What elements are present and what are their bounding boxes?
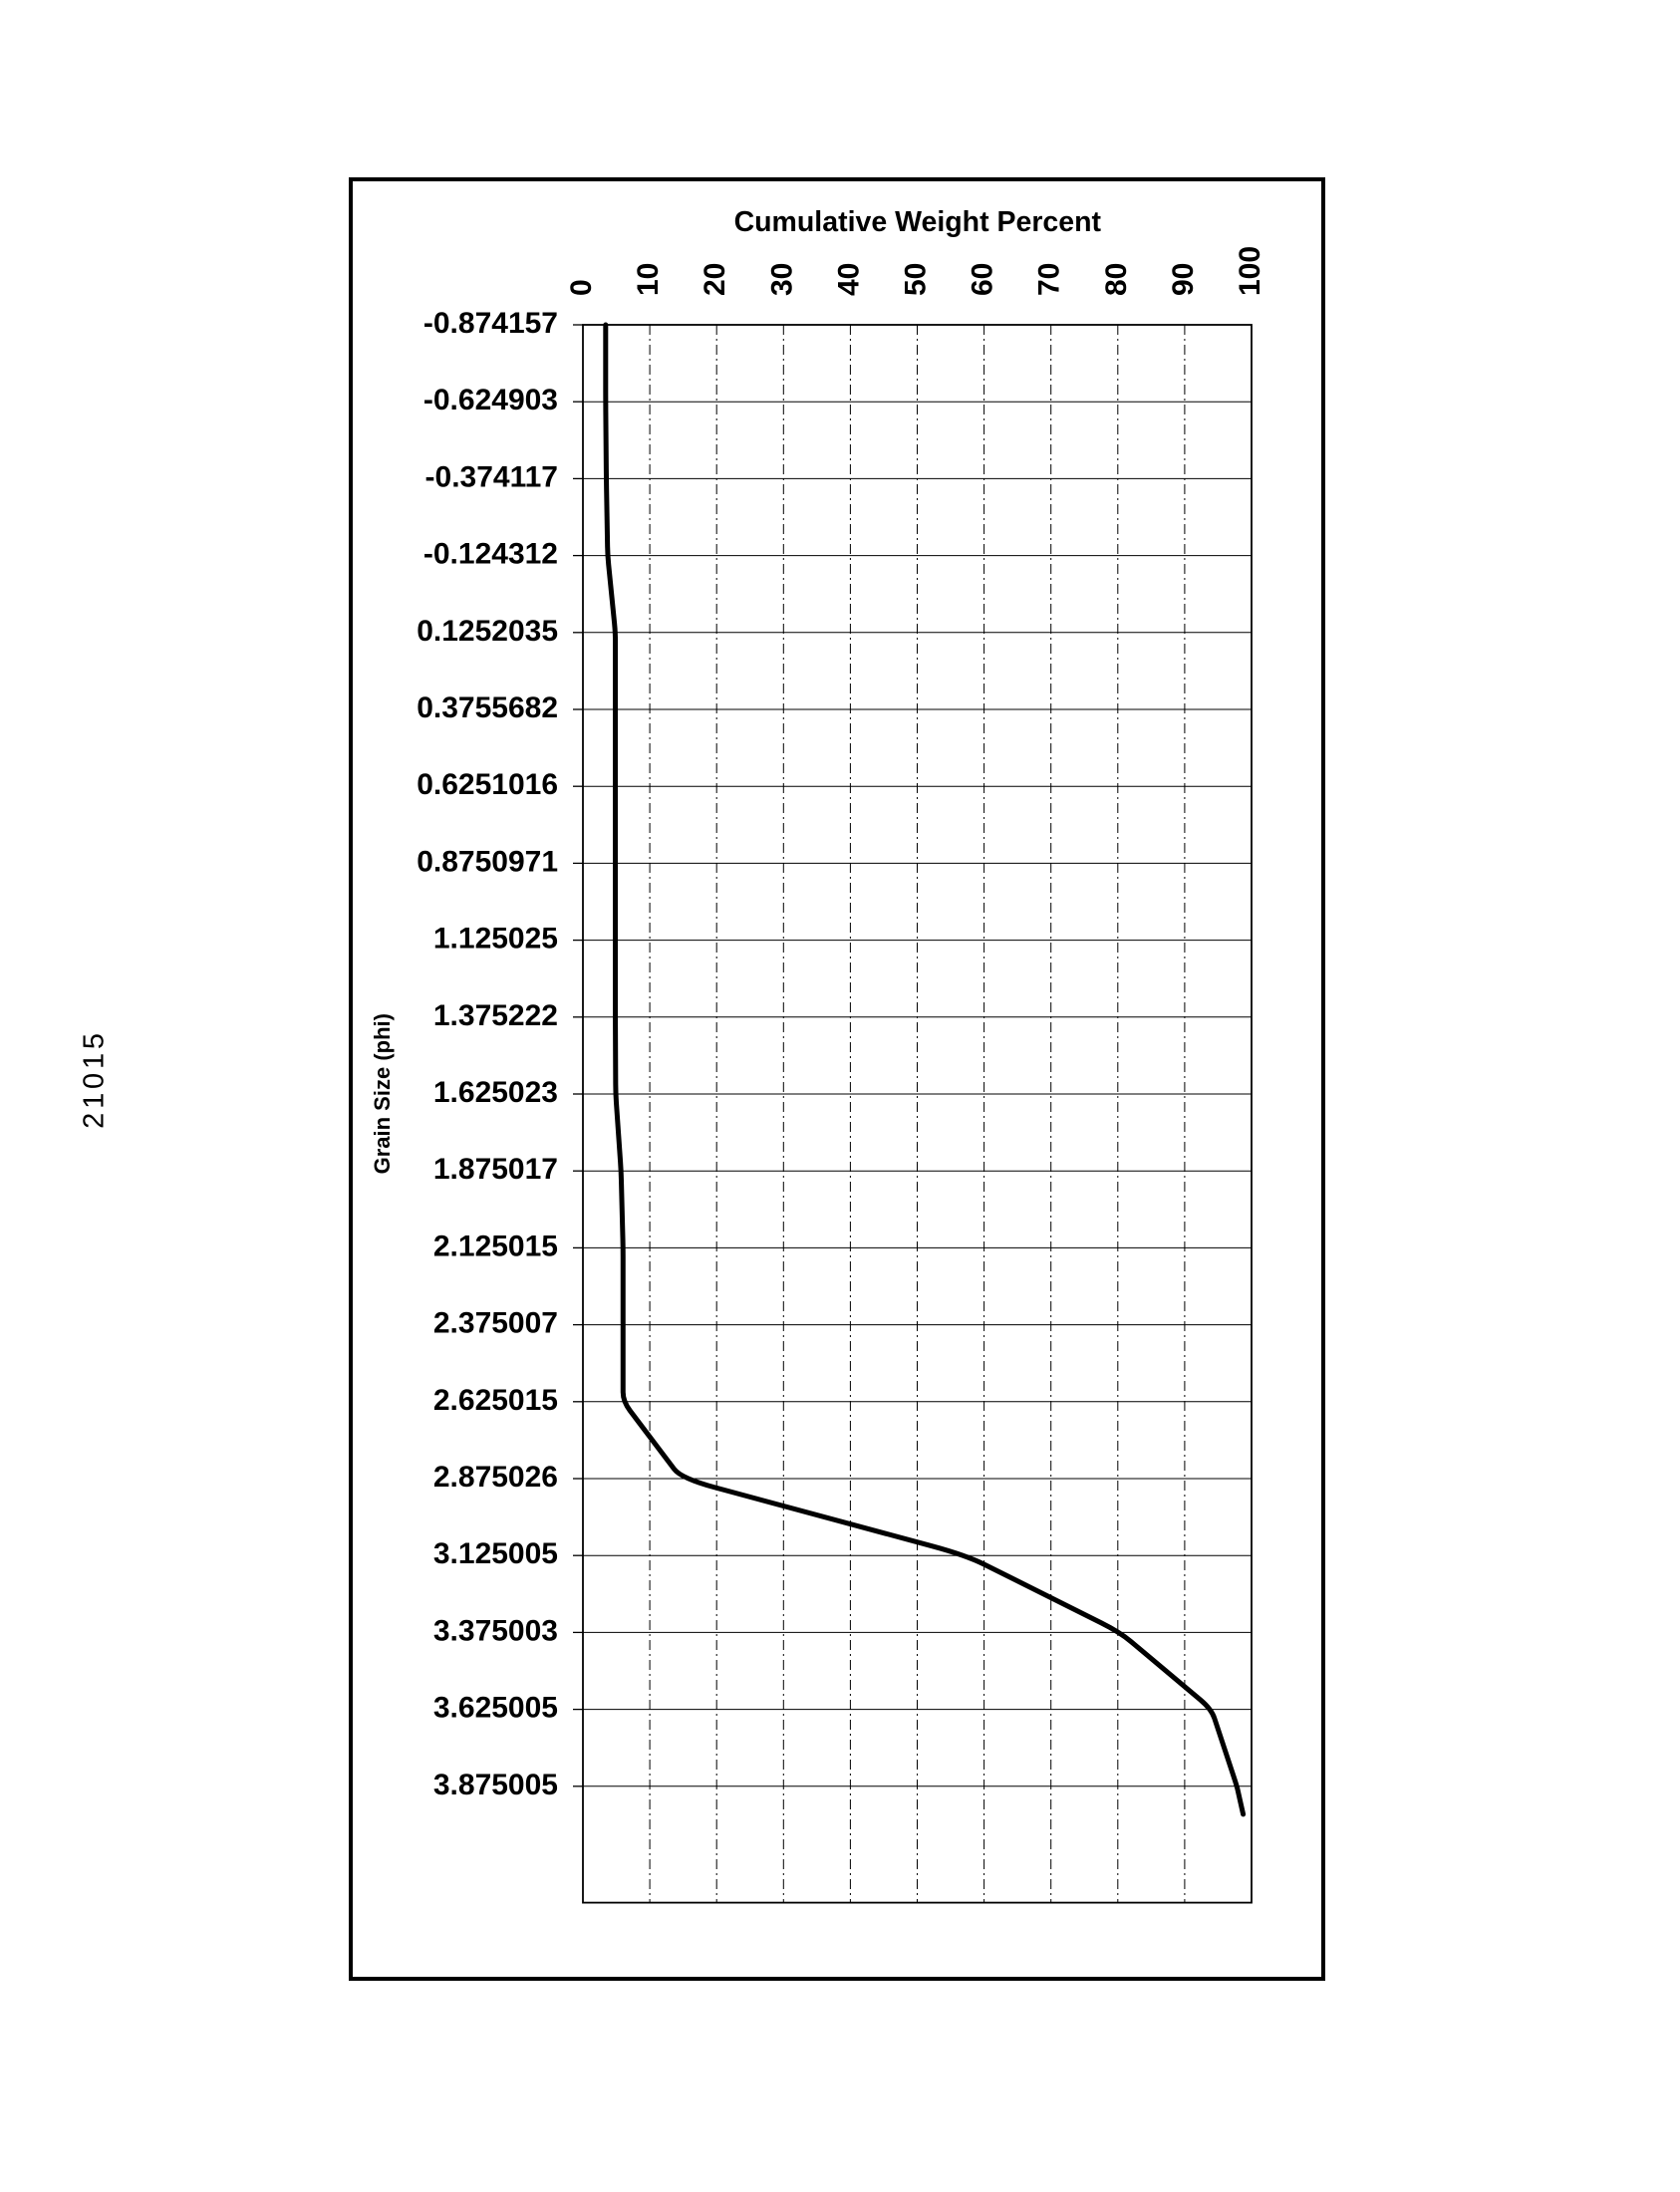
svg-text:Grain Size (phi): Grain Size (phi) [370,1013,395,1174]
svg-text:80: 80 [1100,263,1133,296]
svg-text:2.875026: 2.875026 [433,1461,558,1494]
svg-text:2.125015: 2.125015 [433,1230,558,1262]
svg-text:20: 20 [699,263,731,296]
svg-text:10: 10 [632,263,665,296]
svg-text:100: 100 [1234,246,1266,296]
svg-text:3.625005: 3.625005 [433,1692,558,1725]
svg-text:3.875005: 3.875005 [433,1769,558,1801]
svg-text:60: 60 [967,263,999,296]
svg-text:-0.874157: -0.874157 [423,307,558,340]
svg-text:0.1252035: 0.1252035 [417,615,558,648]
svg-text:Cumulative Weight Percent: Cumulative Weight Percent [734,206,1102,238]
svg-text:0.8750971: 0.8750971 [417,845,558,878]
svg-text:3.125005: 3.125005 [433,1537,558,1570]
svg-text:1.375222: 1.375222 [433,999,558,1032]
svg-text:1.875017: 1.875017 [433,1153,558,1186]
svg-text:50: 50 [900,263,933,296]
svg-text:-0.124312: -0.124312 [423,538,558,571]
svg-text:30: 30 [765,263,798,296]
svg-text:1.625023: 1.625023 [433,1076,558,1109]
svg-text:1.125025: 1.125025 [433,923,558,956]
svg-text:0.6251016: 0.6251016 [417,768,558,801]
svg-text:0: 0 [565,279,598,296]
svg-text:-0.374117: -0.374117 [425,460,558,493]
svg-text:70: 70 [1033,263,1066,296]
svg-text:-0.624903: -0.624903 [423,384,558,416]
svg-text:90: 90 [1167,263,1200,296]
svg-text:40: 40 [832,263,865,296]
svg-text:2.375007: 2.375007 [433,1307,558,1340]
svg-text:2.625015: 2.625015 [433,1384,558,1417]
svg-text:3.375003: 3.375003 [433,1614,558,1647]
svg-text:0.3755682: 0.3755682 [417,691,558,724]
